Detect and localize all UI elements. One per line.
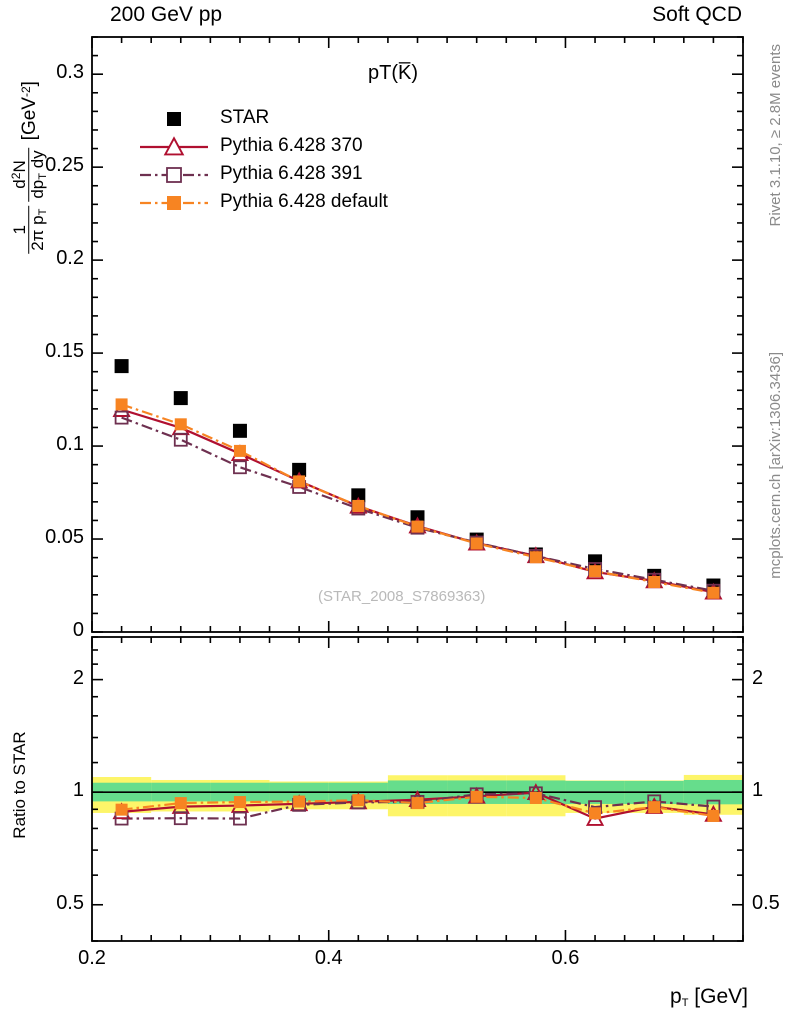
data-marker <box>233 811 247 826</box>
ratio-y-tick-label-right: 0.5 <box>752 891 780 914</box>
legend-label: Pythia 6.428 default <box>220 191 388 212</box>
legend-symbol-svg <box>167 112 181 126</box>
main-y-tick-label: 0.15 <box>45 340 84 363</box>
data-marker <box>470 537 483 550</box>
data-marker <box>115 398 128 411</box>
legend-marker <box>163 136 185 156</box>
data-marker <box>470 790 483 803</box>
legend-symbol <box>136 161 212 189</box>
data-marker <box>648 575 661 588</box>
main-y-tick-label: 0.05 <box>45 526 84 549</box>
legend-symbol-svg <box>140 167 208 183</box>
ratio-y-tick-label: 2 <box>72 666 84 689</box>
series-line-pythia-6-428-default <box>121 403 714 594</box>
ratio-y-tick-label: 0.5 <box>56 891 84 914</box>
ratio-y-tick-label-right: 1 <box>752 779 764 802</box>
legend-label: Pythia 6.428 370 <box>220 135 363 156</box>
data-marker <box>114 359 129 374</box>
data-marker <box>233 444 246 457</box>
x-tick-label: 0.6 <box>551 947 580 969</box>
legend-symbol <box>136 105 212 133</box>
data-marker <box>114 410 129 425</box>
data-marker <box>233 460 247 475</box>
data-marker <box>293 475 306 488</box>
data-marker <box>707 586 720 599</box>
main-y-tick-label: 0.3 <box>56 61 84 84</box>
data-marker <box>589 565 602 578</box>
data-marker <box>293 795 306 808</box>
data-marker <box>529 791 542 804</box>
legend-symbol <box>136 189 212 217</box>
legend-label: Pythia 6.428 391 <box>220 163 363 184</box>
plot-title: pT(K̅) <box>368 62 418 84</box>
data-marker <box>352 499 365 512</box>
ratio-y-tick-label-right: 2 <box>752 666 764 689</box>
main-y-tick-label: 0.2 <box>56 247 84 270</box>
data-marker <box>411 520 424 533</box>
legend-marker <box>167 196 181 210</box>
legend-entry[interactable]: Pythia 6.428 370 <box>136 133 436 161</box>
legend-symbol-svg <box>140 196 208 210</box>
data-marker <box>174 797 187 810</box>
data-marker <box>411 797 424 810</box>
legend-entry[interactable]: Pythia 6.428 default <box>136 189 436 217</box>
series-line-pythia-6-428-391 <box>121 416 714 592</box>
data-marker <box>115 803 128 816</box>
main-y-tick-label: 0.1 <box>56 433 84 456</box>
main-y-tick-label: 0 <box>72 619 84 641</box>
data-marker <box>174 418 187 431</box>
data-marker <box>232 423 247 438</box>
header-analysis-category: Soft QCD <box>652 3 742 26</box>
header-collision-system: 200 GeV pp <box>110 3 223 26</box>
x-tick-label: 0.2 <box>78 947 106 969</box>
data-marker <box>173 432 188 447</box>
legend-symbol <box>136 133 212 161</box>
main-panel-frame <box>91 36 744 633</box>
data-marker <box>173 811 188 826</box>
legend-symbol-svg <box>140 136 208 156</box>
data-marker <box>588 554 603 569</box>
data-marker <box>292 462 307 477</box>
legend: STAR Pythia 6.428 370 Pythia 6.428 391 Pyth… <box>136 105 436 217</box>
data-marker <box>233 796 246 809</box>
x-axis-label: pT [GeV] <box>670 985 748 1009</box>
data-marker <box>648 801 661 814</box>
legend-entry[interactable]: STAR <box>136 105 436 133</box>
legend-marker <box>166 167 182 183</box>
data-marker <box>589 807 602 820</box>
legend-label: STAR <box>220 107 270 128</box>
data-marker <box>352 794 365 807</box>
data-marker <box>351 488 366 503</box>
data-marker <box>707 809 720 822</box>
legend-marker <box>167 112 181 126</box>
main-y-tick-label: 0.25 <box>45 154 84 177</box>
data-marker <box>529 551 542 564</box>
ratio-y-tick-label: 1 <box>72 779 84 802</box>
data-marker <box>173 391 188 406</box>
analysis-id-watermark: (STAR_2008_S7869363) <box>318 588 486 605</box>
legend-entry[interactable]: Pythia 6.428 391 <box>136 161 436 189</box>
x-tick-label: 0.4 <box>314 947 343 969</box>
ratio-line-pythia-6-428-391 <box>121 792 714 820</box>
